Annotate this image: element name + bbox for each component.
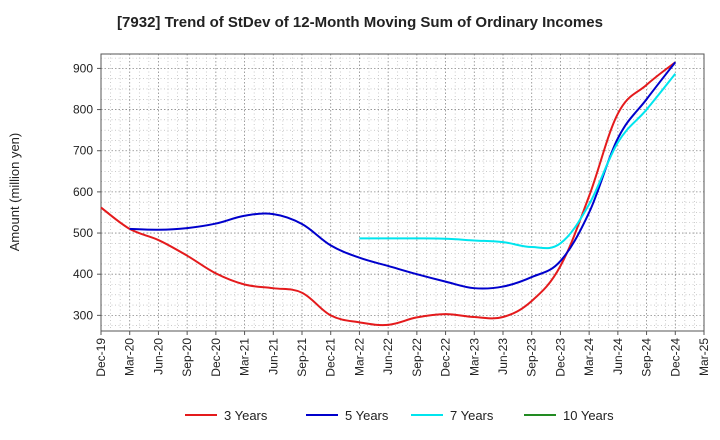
y-tick-label: 800 [73,103,93,117]
legend-item-10-years: 10 Years [524,408,614,423]
y-tick-label: 900 [73,61,93,75]
grid-layer [100,54,705,331]
x-tick-label: Sep-20 [180,338,194,377]
legend-item-7-years: 7 Years [411,408,494,423]
plot-frame [100,53,705,332]
series-line-5-years [129,61,677,290]
x-tick-label: Sep-24 [640,338,654,377]
legend-item-3-years: 3 Years [185,408,268,423]
x-tick-label: Sep-22 [410,338,424,377]
x-tick-label: Mar-25 [697,338,711,376]
x-tick-label: Mar-20 [123,338,137,376]
x-tick-label: Dec-23 [553,338,567,377]
legend-label: 3 Years [224,408,268,423]
series-line-7-years [359,73,677,250]
x-tick-label: Dec-20 [209,338,223,377]
legend-label: 5 Years [345,408,389,423]
x-tick-label: Dec-21 [324,338,338,377]
x-tick-label: Mar-21 [238,338,252,376]
y-axis-ticks: 300 400 500 600 700 800 900 [73,61,101,322]
x-tick-label: Mar-22 [352,338,366,376]
y-tick-label: 500 [73,226,93,240]
x-axis-ticks: Dec-19 Mar-20 Jun-20 Sep-20 Dec-20 Mar-21 Jun-… [94,331,711,377]
x-tick-label: Jun-23 [496,338,510,375]
series-layer [100,61,677,327]
x-tick-label: Dec-19 [94,338,108,377]
x-tick-label: Sep-21 [295,338,309,377]
x-tick-label: Jun-22 [381,338,395,375]
x-tick-label: Jun-21 [266,338,280,375]
legend-label: 7 Years [450,408,494,423]
x-tick-label: Jun-24 [611,338,625,375]
x-tick-label: Dec-22 [439,338,453,377]
series-line-3-years [100,61,676,327]
y-tick-label: 400 [73,267,93,281]
y-tick-label: 700 [73,144,93,158]
legend: 3 Years 5 Years 7 Years 10 Years [185,408,614,423]
x-tick-label: Sep-23 [525,338,539,377]
legend-item-5-years: 5 Years [306,408,389,423]
y-tick-label: 600 [73,185,93,199]
x-tick-label: Mar-23 [467,338,481,376]
x-tick-label: Dec-24 [668,338,682,377]
x-tick-label: Mar-24 [582,338,596,376]
chart-title: [7932] Trend of StDev of 12-Month Moving… [117,14,603,31]
legend-label: 10 Years [563,408,614,423]
x-tick-label: Jun-20 [151,338,165,375]
y-axis-title: Amount (million yen) [7,133,22,252]
y-tick-label: 300 [73,308,93,322]
